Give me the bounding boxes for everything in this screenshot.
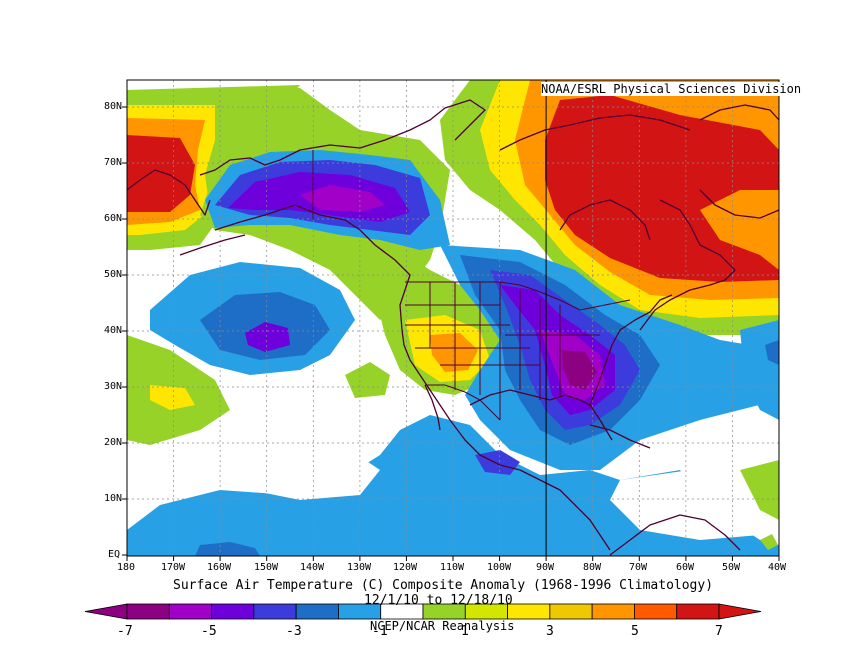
date-range-label: 12/1/10 to 12/18/10 <box>364 593 513 608</box>
colorbar-swatch <box>634 603 678 620</box>
cold-region-pacific-core <box>245 322 290 352</box>
lon-label-90w: 90W <box>536 562 555 573</box>
lon-label-80w: 80W <box>583 562 602 573</box>
colorbar-swatch <box>591 603 635 620</box>
coast-canada-east <box>639 199 736 331</box>
colorbar <box>84 603 762 620</box>
borders-us-states-horizontal <box>405 304 600 366</box>
colorbar-swatch <box>168 603 212 620</box>
colorbar-label: 3 <box>546 624 554 639</box>
lat-label-60n: 60N <box>104 213 123 224</box>
warmer-region-us-southwest <box>430 333 478 372</box>
colorbar-swatch <box>676 603 720 620</box>
warm-patch-pacific-west <box>150 385 195 410</box>
anomaly-field <box>127 80 779 556</box>
lat-label-30n: 30N <box>104 381 123 392</box>
political-borders <box>312 150 631 421</box>
coast-hudson-bay <box>559 199 651 241</box>
colorbar-arrow-right <box>718 603 762 620</box>
lon-label-170w: 170W <box>161 562 186 573</box>
lon-label-140w: 140W <box>300 562 325 573</box>
lon-label-120w: 120W <box>393 562 418 573</box>
cold-patch-tropics-west <box>195 542 260 556</box>
colorbar-label: -5 <box>201 624 217 639</box>
coast-alaska <box>199 99 486 176</box>
colorbar-label: -3 <box>286 624 302 639</box>
warm-region-canada-red <box>545 95 779 282</box>
lat-label-eq: EQ <box>108 549 121 560</box>
lat-label-40n: 40N <box>104 325 123 336</box>
coast-alaska-south <box>214 204 411 331</box>
grid-lines <box>127 80 779 556</box>
colorbar-swatch <box>549 603 593 620</box>
neutral-gap-tropics-west <box>240 450 380 500</box>
lon-label-70w: 70W <box>629 562 648 573</box>
source-label: NCEP/NCAR Reanalysis <box>370 619 515 633</box>
coast-siberia <box>126 169 211 216</box>
lon-label-130w: 130W <box>347 562 372 573</box>
coast-us-west <box>401 329 521 471</box>
lat-label-80n: 80N <box>104 101 123 112</box>
coast-aleutians <box>179 234 246 256</box>
lon-label-180: 180 <box>117 562 136 573</box>
cold-region-atlantic-east-mid <box>765 340 779 365</box>
colorbar-swatch <box>253 603 297 620</box>
cold-patch-tropics-central <box>475 450 520 475</box>
neutral-gap-caribbean <box>610 470 760 540</box>
lon-label-40w: 40W <box>768 562 787 573</box>
colorbar-swatch <box>126 603 170 620</box>
colorbar-swatch <box>295 603 339 620</box>
colorbar-label: 1 <box>461 624 469 639</box>
colorbar-arrow-left <box>84 603 128 620</box>
map-title: Surface Air Temperature (C) Composite An… <box>173 578 714 593</box>
colorbar-label: -1 <box>372 624 388 639</box>
colorbar-label: 5 <box>631 624 639 639</box>
cold-region-alaska-core <box>300 185 385 212</box>
mild-patch-atlantic-south-small <box>760 534 778 550</box>
coast-central-america <box>519 469 611 551</box>
lon-label-150w: 150W <box>254 562 279 573</box>
cold-region-east-core <box>562 350 597 390</box>
colorbar-label: -7 <box>117 624 133 639</box>
lat-label-70n: 70N <box>104 157 123 168</box>
coast-baja <box>424 384 441 431</box>
coast-arctic-islands <box>499 114 691 151</box>
lat-label-50n: 50N <box>104 269 123 280</box>
mild-patch-pacific-center <box>345 362 390 398</box>
lon-label-60w: 60W <box>676 562 695 573</box>
coast-greenland <box>699 104 780 219</box>
lon-label-160w: 160W <box>207 562 232 573</box>
colorbar-swatch <box>211 603 255 620</box>
credit-label: NOAA/ESRL Physical Sciences Division <box>541 82 802 96</box>
lon-label-50w: 50W <box>722 562 741 573</box>
mild-patch-atlantic-south <box>740 460 779 520</box>
lat-label-10n: 10N <box>104 493 123 504</box>
warm-region-siberia-red <box>127 135 195 212</box>
lat-label-20n: 20N <box>104 437 123 448</box>
borders-us-states-vertical <box>429 282 561 420</box>
lon-label-110w: 110W <box>440 562 465 573</box>
coast-south-america <box>609 514 741 556</box>
colorbar-swatch <box>507 603 551 620</box>
axis-ticks <box>122 106 780 561</box>
coast-cuba <box>589 424 651 449</box>
lon-label-100w: 100W <box>487 562 512 573</box>
border-us-mexico <box>425 384 501 421</box>
coast-us-east <box>589 294 673 406</box>
colorbar-label: 7 <box>715 624 723 639</box>
